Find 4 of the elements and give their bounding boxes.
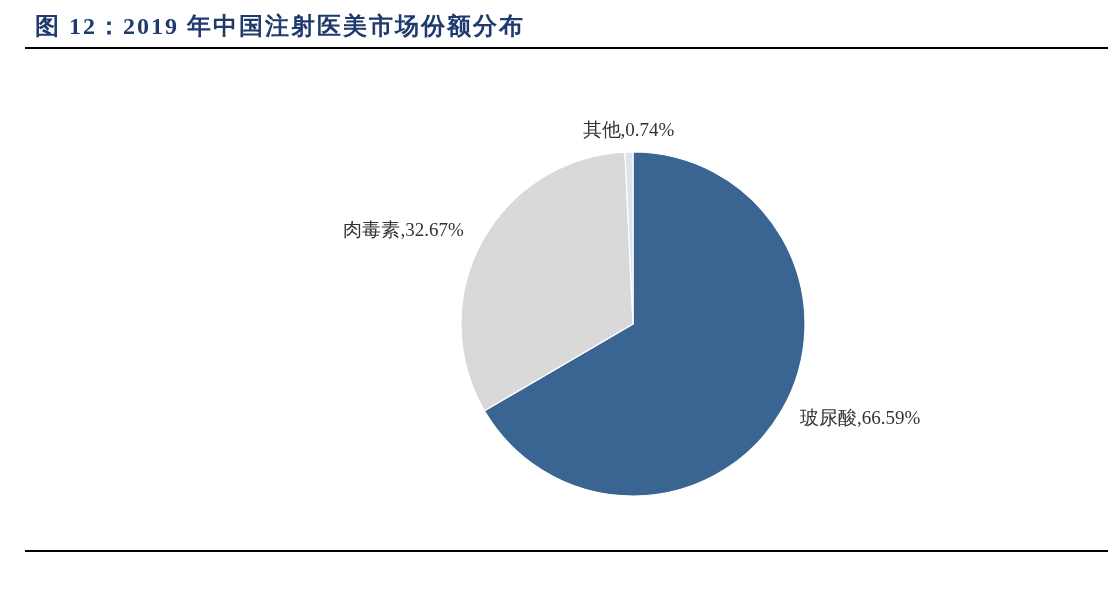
slice-label: 其他,0.74% — [582, 118, 675, 140]
slice-label: 玻尿酸,66.59% — [800, 407, 921, 429]
chart-title: 图 12：2019 年中国注射医美市场份额分布 — [35, 12, 525, 39]
slice-label: 肉毒素,32.67% — [343, 219, 464, 241]
